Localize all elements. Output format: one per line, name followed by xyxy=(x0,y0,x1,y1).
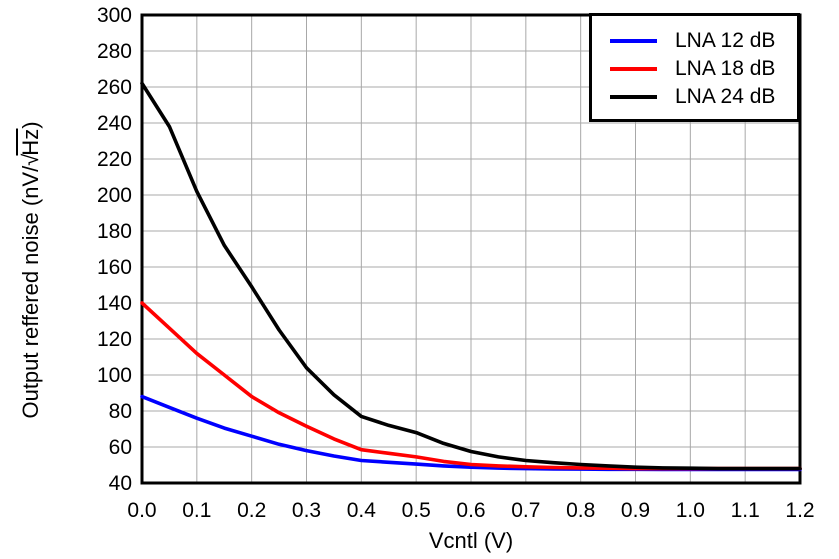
x-tick-label: 0.8 xyxy=(566,499,595,522)
y-tick-label: 140 xyxy=(97,292,132,315)
x-tick-label: 0.3 xyxy=(292,499,321,522)
y-tick-label: 40 xyxy=(109,472,132,495)
y-axis-label: Output reffered noise (nV/√Hz) xyxy=(16,121,44,419)
x-tick-label: 0.1 xyxy=(182,499,211,522)
sqrt-radicand: Hz xyxy=(16,128,43,156)
x-tick-label: 0.2 xyxy=(237,499,266,522)
y-tick-label: 220 xyxy=(97,148,132,171)
y-tick-label: 60 xyxy=(109,436,132,459)
legend-item-label: LNA 24 dB xyxy=(675,85,776,108)
series-line-lna-24-db xyxy=(140,81,802,471)
y-tick-label: 160 xyxy=(97,256,132,279)
y-axis-label-close: ) xyxy=(18,121,43,129)
legend-item-label: LNA 18 dB xyxy=(675,57,776,80)
x-tick-label: 0.0 xyxy=(127,499,156,522)
y-axis-label-text: Output reffered noise (nV/ xyxy=(18,165,43,419)
y-tick-label: 200 xyxy=(97,184,132,207)
x-tick-label: 0.6 xyxy=(456,499,485,522)
x-tick-label: 0.4 xyxy=(347,499,377,522)
x-tick-label: 1.2 xyxy=(785,499,814,522)
y-tick-label: 240 xyxy=(97,112,132,135)
x-tick-label: 1.0 xyxy=(676,499,705,522)
x-tick-label: 0.7 xyxy=(511,499,540,522)
y-tick-label: 280 xyxy=(97,40,132,63)
plot-border xyxy=(140,13,802,485)
x-axis-label: Vcntl (V) xyxy=(428,528,514,553)
y-tick-label: 300 xyxy=(97,4,132,27)
x-tick-label: 0.5 xyxy=(402,499,431,522)
legend-item-label: LNA 12 dB xyxy=(675,29,776,52)
legend-item: LNA 18 dB xyxy=(592,55,797,83)
legend-item: LNA 12 dB xyxy=(592,27,797,55)
legend-item: LNA 24 dB xyxy=(592,83,797,111)
legend: LNA 12 dB LNA 18 dB LNA 24 dB xyxy=(589,13,800,122)
legend-color-line xyxy=(610,67,657,71)
y-tick-label: 180 xyxy=(97,220,132,243)
y-tick-label: 120 xyxy=(97,328,132,351)
legend-color-line xyxy=(610,39,657,43)
y-tick-label: 260 xyxy=(97,76,132,99)
x-tick-label: 1.1 xyxy=(731,499,760,522)
legend-color-line xyxy=(610,95,657,99)
y-tick-label: 100 xyxy=(97,364,132,387)
x-tick-label: 0.9 xyxy=(621,499,650,522)
y-tick-label: 80 xyxy=(109,400,132,423)
